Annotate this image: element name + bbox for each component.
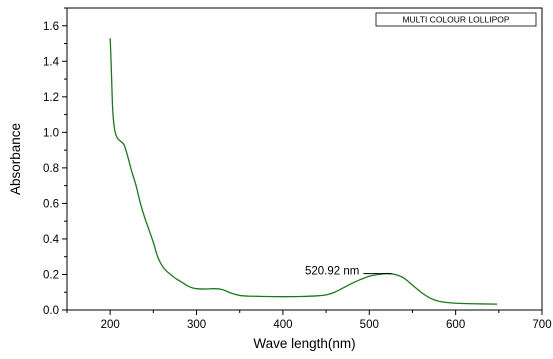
ticks-layer — [62, 7, 543, 315]
y-tick-label: 1.6 — [43, 21, 59, 33]
peak-annotation-label: 520.92 nm — [305, 266, 359, 278]
x-tick-label: 700 — [532, 319, 551, 331]
x-tick-label: 500 — [360, 319, 379, 331]
peak-annotation: 520.92 nm — [305, 266, 392, 278]
y-tick-label: 1.0 — [43, 127, 59, 139]
y-tick-label: 0.4 — [43, 234, 60, 246]
legend-box — [375, 12, 537, 27]
x-tick-label: 600 — [446, 319, 465, 331]
x-tick-label: 300 — [187, 319, 206, 331]
y-tick-label: 0.2 — [43, 269, 59, 281]
x-tick-label: 400 — [273, 319, 292, 331]
y-tick-label: 0.0 — [43, 305, 59, 317]
x-axis-title: Wave length(nm) — [253, 336, 355, 351]
legend: MULTI COLOUR LOLLIPOP — [375, 12, 537, 27]
x-tick-label: 200 — [101, 319, 120, 331]
y-tick-label: 1.4 — [43, 56, 60, 68]
y-tick-label: 0.8 — [43, 163, 59, 175]
plot-frame — [66, 7, 543, 311]
tick-labels-layer: 200 300 400 500 600 700 0.0 0.2 0.4 0.6 0.8 1.0 1.2 1… — [43, 21, 552, 331]
absorbance-series-line — [109, 38, 498, 305]
y-axis-title: Absorbance — [8, 123, 23, 195]
y-tick-label: 1.2 — [43, 92, 59, 104]
y-tick-label: 0.6 — [43, 198, 59, 210]
legend-series-name: MULTI COLOUR LOLLIPOP — [402, 15, 509, 25]
